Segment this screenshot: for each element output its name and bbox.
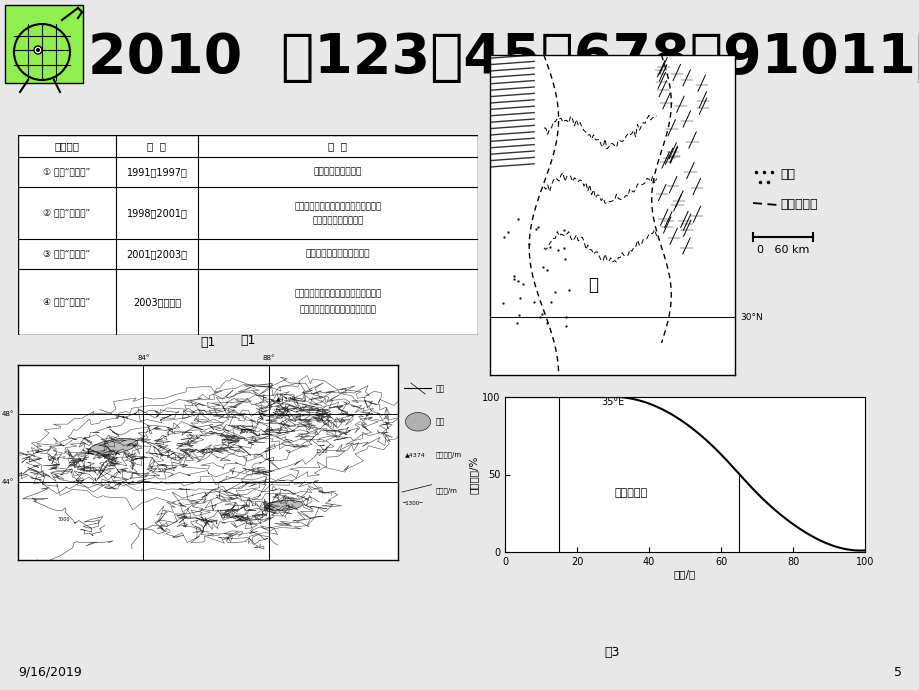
Text: ① 产品“走出去”: ① 产品“走出去” <box>43 168 90 177</box>
Text: 图3: 图3 <box>604 647 619 660</box>
Text: 接收订单，代工生产: 接收订单，代工生产 <box>313 168 362 177</box>
Text: 巴拿马建立贸易分公司: 巴拿马建立贸易分公司 <box>312 217 363 226</box>
Text: △: △ <box>276 404 280 409</box>
Text: 2001～2003年: 2001～2003年 <box>127 249 187 259</box>
Text: ④ 资本“走出去”: ④ 资本“走出去” <box>43 297 90 306</box>
Text: 表1: 表1 <box>240 335 255 348</box>
Circle shape <box>14 24 70 80</box>
Text: 河流: 河流 <box>436 384 445 393</box>
Text: 1998～2001年: 1998～2001年 <box>127 208 187 218</box>
Text: 1500: 1500 <box>221 439 233 444</box>
Text: 30°N: 30°N <box>739 313 762 322</box>
Text: 收购意大利某知名鞋业公司: 收购意大利某知名鞋业公司 <box>305 250 369 259</box>
Text: 2010  （123，45，678，91011）: 2010 （123，45，678，91011） <box>88 31 919 85</box>
Text: 湖泊: 湖泊 <box>436 417 445 426</box>
Text: 1991～1997年: 1991～1997年 <box>127 167 187 177</box>
Text: 84°: 84° <box>137 355 150 361</box>
Text: 1000: 1000 <box>201 448 214 454</box>
Text: 沙漠: 沙漠 <box>779 168 794 181</box>
Text: 意大利的时尚之都米兰设研发中心: 意大利的时尚之都米兰设研发中心 <box>300 306 376 315</box>
Ellipse shape <box>265 500 302 511</box>
Text: 48°: 48° <box>2 411 14 417</box>
Text: 甲: 甲 <box>587 277 597 295</box>
Text: 等高线/m: 等高线/m <box>436 487 458 493</box>
Text: 2000: 2000 <box>240 429 252 434</box>
Bar <box>5 5 83 83</box>
Text: 44°: 44° <box>2 479 14 485</box>
Text: ▲4374: ▲4374 <box>276 396 297 401</box>
Text: 在俄罗斯、阿联茋、尼日利亚、美国、: 在俄罗斯、阿联茋、尼日利亚、美国、 <box>294 202 381 212</box>
Text: 9/16/2019: 9/16/2019 <box>18 665 82 678</box>
Text: 发展阶段: 发展阶段 <box>54 141 79 151</box>
Text: ─1300─: ─1300─ <box>402 501 422 506</box>
Circle shape <box>34 46 42 54</box>
Text: 图2: 图2 <box>676 308 692 322</box>
Text: 山峰海拔/m: 山峰海拔/m <box>436 452 461 458</box>
Text: 时  间: 时 间 <box>147 141 166 151</box>
Text: 3000: 3000 <box>57 517 70 522</box>
Circle shape <box>36 48 40 52</box>
X-axis label: 年龄/岁: 年龄/岁 <box>673 570 696 580</box>
Text: 2003年～至今: 2003年～至今 <box>132 297 181 307</box>
Ellipse shape <box>405 413 430 431</box>
Text: 方  式: 方 式 <box>328 141 347 151</box>
Text: 季节性河流: 季节性河流 <box>779 199 817 212</box>
Text: 劳动力人口: 劳动力人口 <box>614 488 647 498</box>
Text: 88°: 88° <box>262 355 275 361</box>
Text: 1500: 1500 <box>315 448 328 454</box>
Ellipse shape <box>88 438 138 455</box>
Text: ▲4374: ▲4374 <box>404 453 425 457</box>
Text: 5: 5 <box>893 665 901 678</box>
Text: ③ 品牌“走出去”: ③ 品牌“走出去” <box>43 250 90 259</box>
Text: 500: 500 <box>157 469 167 473</box>
Text: 图1: 图1 <box>200 337 215 350</box>
Text: 0   60 km: 0 60 km <box>756 245 809 255</box>
Y-axis label: 人口比例/%: 人口比例/% <box>469 455 479 493</box>
Text: 在尼日利亚、意大利建立生产基地，在: 在尼日利亚、意大利建立生产基地，在 <box>294 290 381 299</box>
Text: 35°E: 35°E <box>600 397 623 407</box>
Text: ② 销售“走出去”: ② 销售“走出去” <box>43 208 90 217</box>
